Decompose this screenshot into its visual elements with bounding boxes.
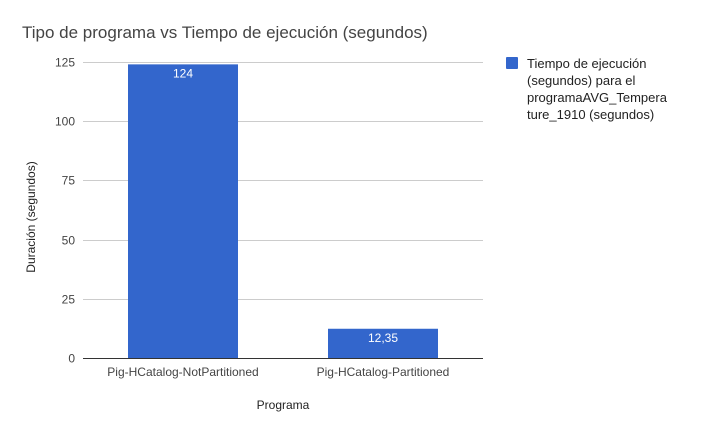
bar-data-label: 12,35 — [368, 331, 398, 345]
bar[interactable] — [328, 328, 438, 358]
x-axis-tick-labels: Pig-HCatalog-NotPartitioned Pig-HCatalog-… — [107, 365, 449, 379]
legend-swatch — [506, 57, 518, 69]
bar[interactable] — [128, 64, 238, 359]
y-tick-label: 75 — [62, 174, 76, 188]
y-tick-label: 50 — [62, 234, 76, 248]
legend-label-line: Tiempo de ejecución — [527, 56, 646, 71]
y-axis-title: Duración (segundos) — [24, 161, 38, 272]
x-tick-label: Pig-HCatalog-NotPartitioned — [107, 365, 258, 379]
y-tick-label: 100 — [55, 115, 75, 129]
legend-label-line: ture_1910 (segundos) — [527, 107, 654, 122]
legend-label-line: (segundos) para el — [527, 73, 636, 88]
y-tick-label: 125 — [55, 56, 75, 70]
legend-label-line: programaAVG_Tempera — [527, 90, 668, 105]
legend[interactable]: Tiempo de ejecución (segundos) para el pro… — [506, 56, 668, 122]
y-tick-label: 25 — [62, 293, 76, 307]
data-labels: 124 12,35 — [173, 66, 398, 344]
y-tick-label: 0 — [68, 352, 75, 366]
y-axis-tick-labels: 0 25 50 75 100 125 — [55, 56, 75, 366]
bars — [128, 64, 438, 359]
chart-title: Tipo de programa vs Tiempo de ejecución … — [22, 23, 428, 42]
legend-label: Tiempo de ejecución (segundos) para el pro… — [527, 56, 668, 122]
x-tick-label: Pig-HCatalog-Partitioned — [317, 365, 450, 379]
x-axis-title: Programa — [257, 398, 310, 412]
bar-data-label: 124 — [173, 66, 193, 80]
